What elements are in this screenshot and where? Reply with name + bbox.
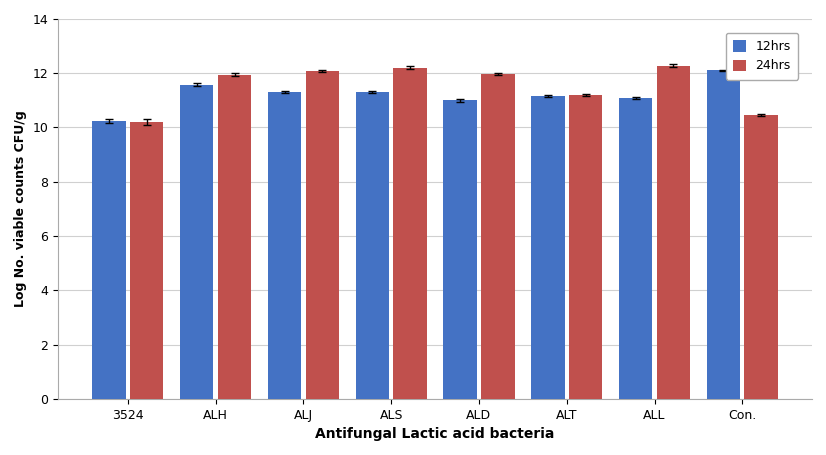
Bar <box>356 92 389 399</box>
X-axis label: Antifungal Lactic acid bacteria: Antifungal Lactic acid bacteria <box>316 427 555 441</box>
Bar <box>218 75 251 399</box>
Y-axis label: Log No. viable counts CFU/g: Log No. viable counts CFU/g <box>14 111 27 307</box>
Bar <box>444 100 477 399</box>
Bar <box>744 115 778 399</box>
Bar <box>180 85 213 399</box>
Bar <box>657 66 690 399</box>
Bar <box>306 71 339 399</box>
Bar <box>268 92 301 399</box>
Bar <box>482 74 515 399</box>
Legend: 12hrs, 24hrs: 12hrs, 24hrs <box>725 33 798 80</box>
Bar <box>93 121 126 399</box>
Bar <box>531 96 564 399</box>
Bar <box>393 68 427 399</box>
Bar <box>619 97 653 399</box>
Bar <box>130 122 164 399</box>
Bar <box>707 71 740 399</box>
Bar <box>569 95 602 399</box>
